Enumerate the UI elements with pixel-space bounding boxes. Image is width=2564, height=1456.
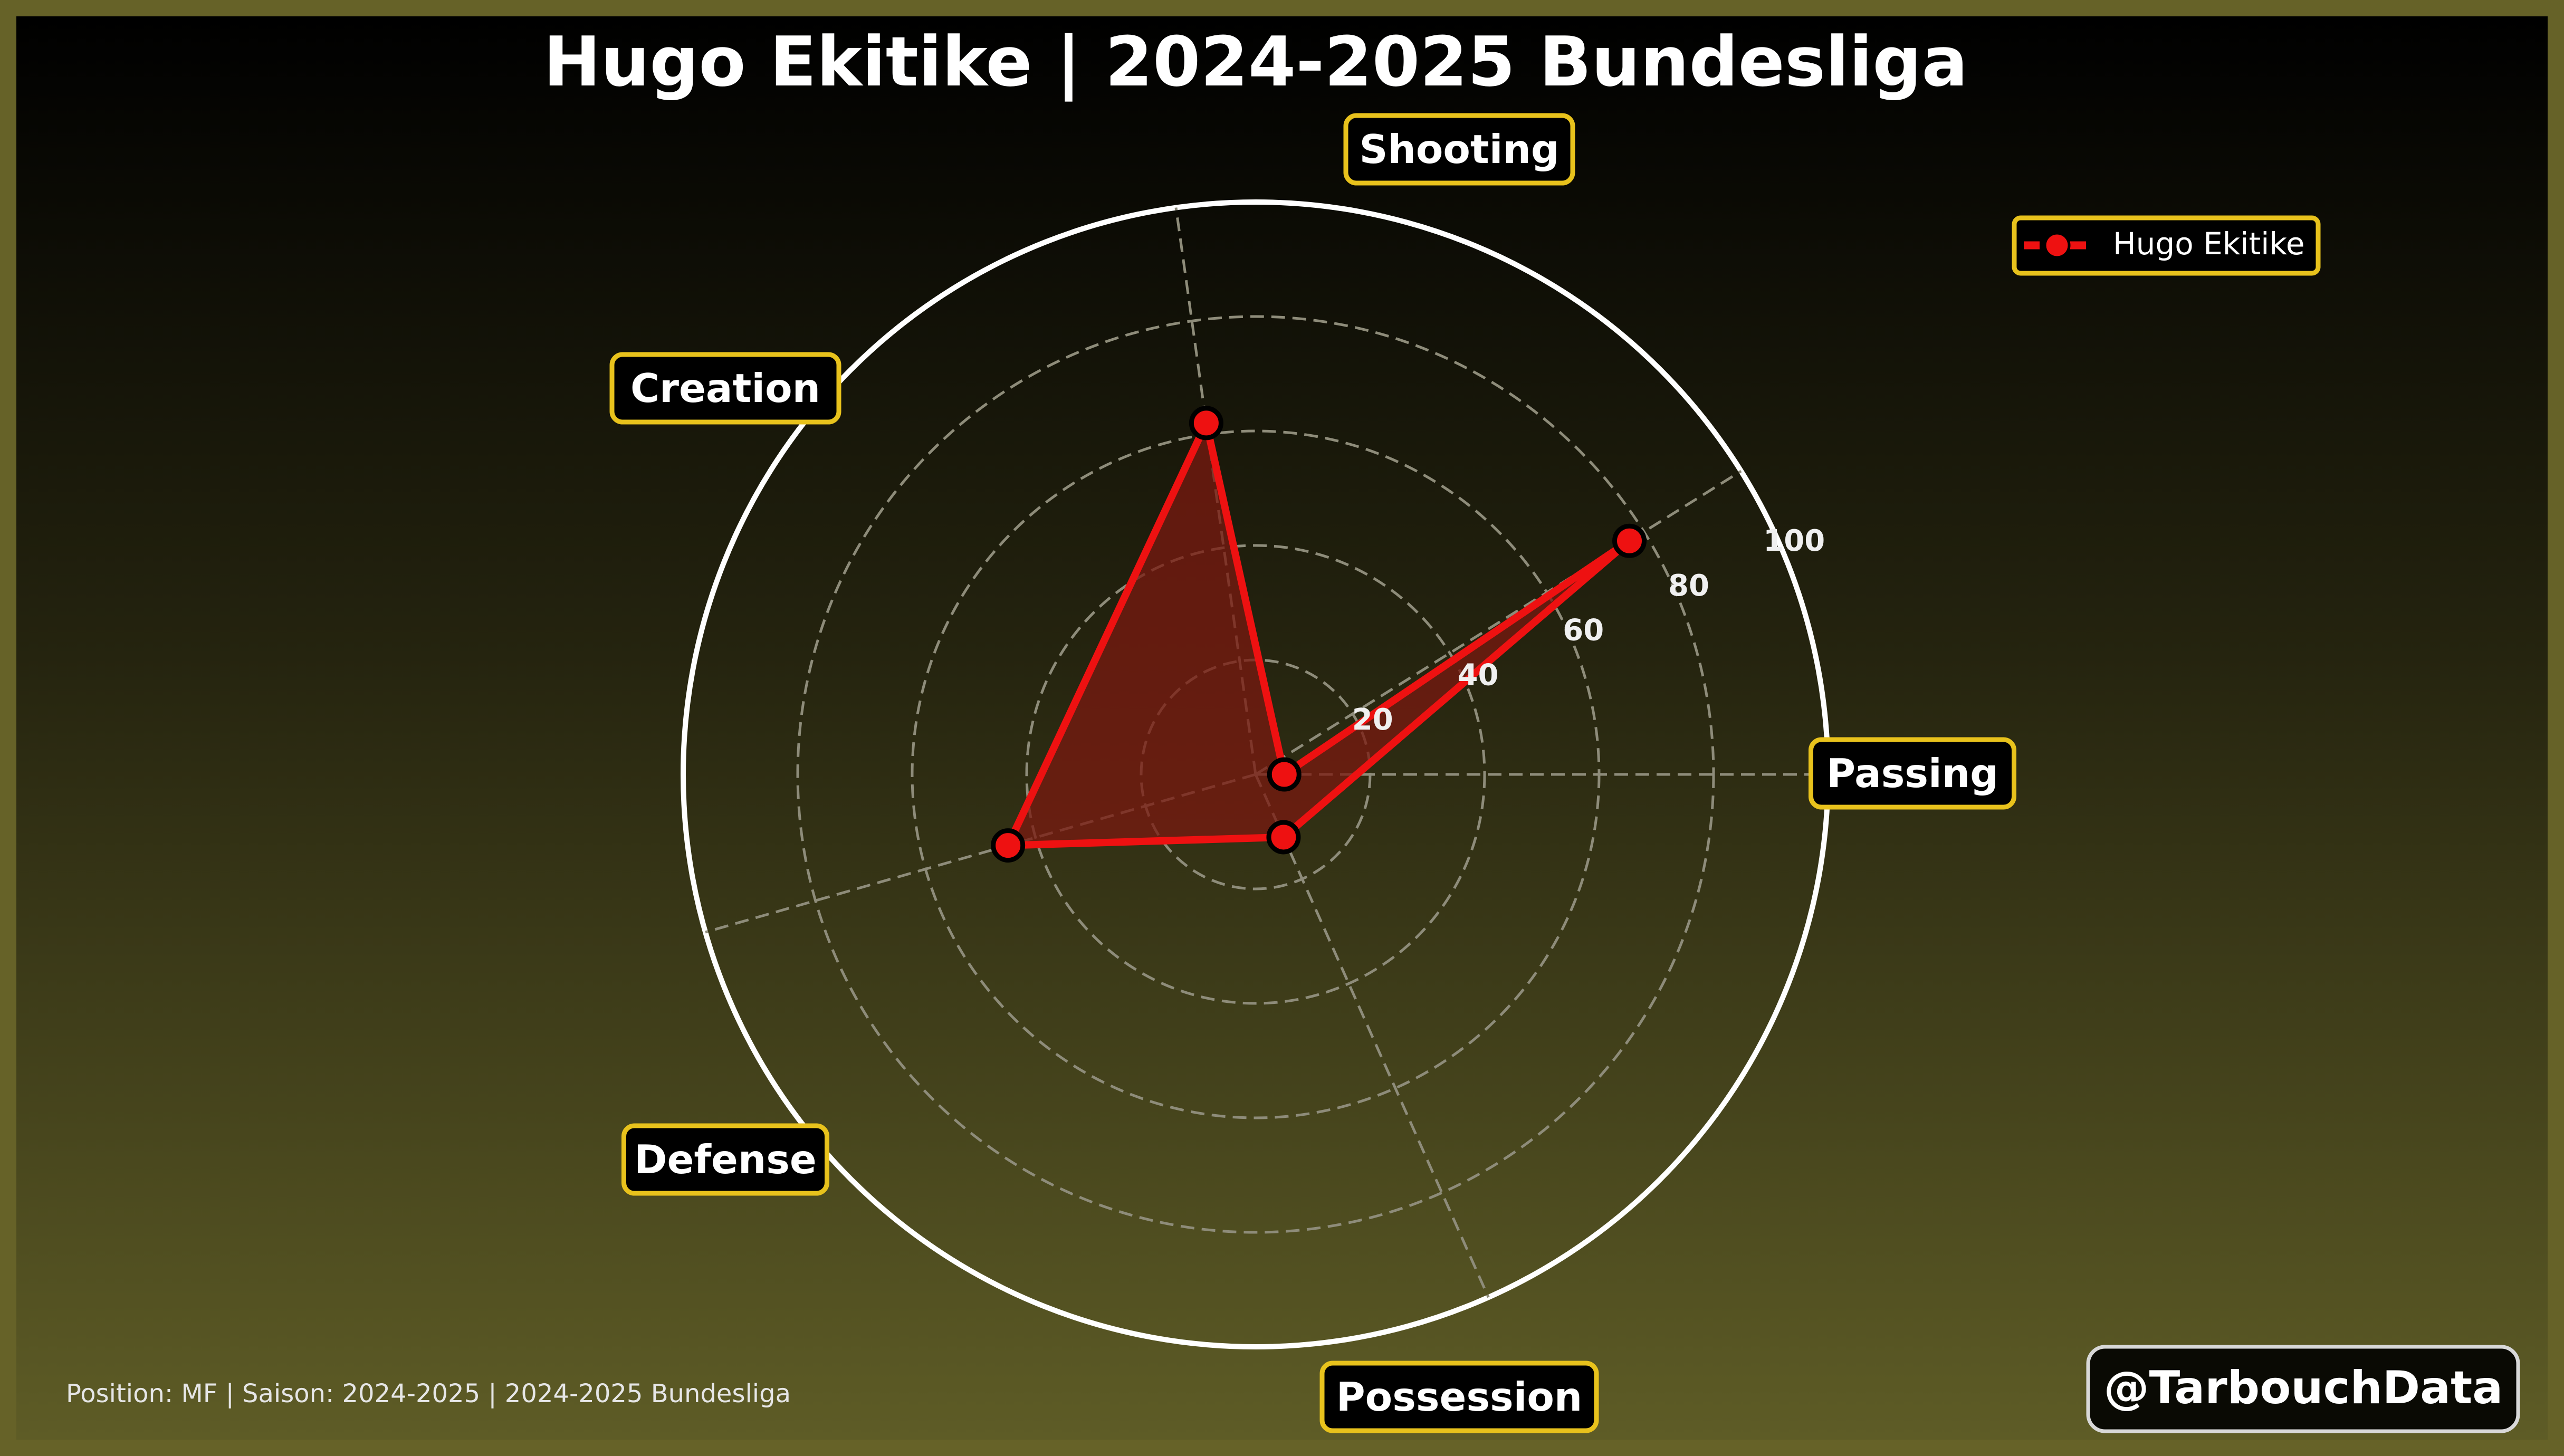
legend[interactable]: Hugo Ekitike bbox=[2012, 215, 2321, 276]
axis-label-text: Defense bbox=[634, 1136, 817, 1183]
axis-label-box bbox=[1343, 113, 1575, 186]
chart-title: Hugo Ekitike | 2024-2025 Bundesliga bbox=[543, 22, 1968, 102]
spoke-line bbox=[1254, 773, 1490, 1298]
grid-ring bbox=[1025, 544, 1486, 1005]
radial-tick-label: 60 bbox=[1563, 614, 1604, 648]
grid-ring bbox=[796, 315, 1715, 1234]
data-point-shooting[interactable] bbox=[1189, 406, 1223, 440]
axis-label-box bbox=[1319, 1361, 1599, 1433]
series-polygon bbox=[1004, 419, 1633, 849]
series-layer bbox=[991, 406, 1647, 863]
axis-label-possession: Possession bbox=[1319, 1361, 1599, 1433]
axis-label-text: Possession bbox=[1336, 1374, 1583, 1420]
radial-tick-label: 20 bbox=[1352, 703, 1393, 737]
watermark-text: @TarbouchData bbox=[2104, 1362, 2503, 1414]
data-point-defense[interactable] bbox=[1266, 820, 1301, 855]
radial-tick-labels: 20 40 60 80 100 bbox=[1352, 524, 1825, 737]
axis-label-box bbox=[1809, 737, 2016, 810]
data-point-creation[interactable] bbox=[991, 828, 1026, 863]
radial-tick-label: 100 bbox=[1763, 524, 1825, 558]
footer-info: Position: MF | Saison: 2024-2025 | 2024-… bbox=[66, 1379, 791, 1409]
axis-label-shooting: Shooting bbox=[1343, 113, 1575, 186]
legend-box bbox=[2012, 215, 2321, 276]
axis-labels: Passing Shooting Creation Defense Possession bbox=[609, 113, 2016, 1433]
axis-label-passing: Passing bbox=[1809, 737, 2016, 810]
radial-tick-label: 80 bbox=[1668, 569, 1709, 603]
radial-tick-label: 40 bbox=[1458, 658, 1499, 692]
axis-label-defense: Defense bbox=[621, 1123, 829, 1196]
axis-label-box bbox=[621, 1123, 829, 1196]
spoke-line bbox=[1255, 470, 1742, 776]
data-point-passing[interactable] bbox=[1267, 757, 1302, 792]
watermark-badge: @TarbouchData bbox=[2086, 1345, 2520, 1433]
axis-label-text: Shooting bbox=[1359, 126, 1559, 173]
axis-label-text: Creation bbox=[630, 365, 820, 411]
data-point-possession[interactable] bbox=[1612, 523, 1647, 558]
legend-entry-label: Hugo Ekitike bbox=[2113, 226, 2305, 262]
axis-label-box bbox=[609, 352, 841, 425]
axis-label-creation: Creation bbox=[609, 352, 841, 425]
legend-marker-swatch bbox=[2043, 232, 2071, 259]
axis-label-text: Passing bbox=[1826, 750, 1998, 797]
